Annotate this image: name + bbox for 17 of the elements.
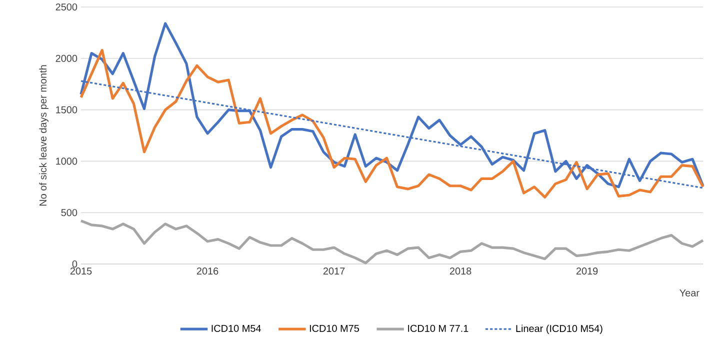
y-tick-label: 2500 (56, 3, 78, 11)
x-tick-label: 2016 (196, 268, 218, 275)
x-axis-title: Year (680, 290, 700, 296)
y-tick-label: 1500 (56, 106, 78, 114)
x-tick-label: 2017 (323, 268, 345, 275)
y-axis-title: No of sick leave days per month (39, 65, 48, 206)
legend-label: ICD10 M54 (212, 324, 261, 332)
legend-label: Linear (ICD10 M54) (516, 324, 602, 334)
y-tick-label: 500 (61, 209, 78, 216)
y-tick-label: 0 (72, 260, 78, 268)
x-tick-label: 2019 (576, 268, 598, 275)
legend-label: ICD10 M75 (310, 324, 359, 332)
x-tick-label: 2015 (70, 268, 92, 275)
y-tick-label: 1000 (56, 158, 78, 165)
y-tick-label: 2000 (56, 54, 78, 62)
x-tick-label: 2018 (450, 268, 472, 275)
legend-label: ICD10 M 77.1 (408, 324, 468, 332)
